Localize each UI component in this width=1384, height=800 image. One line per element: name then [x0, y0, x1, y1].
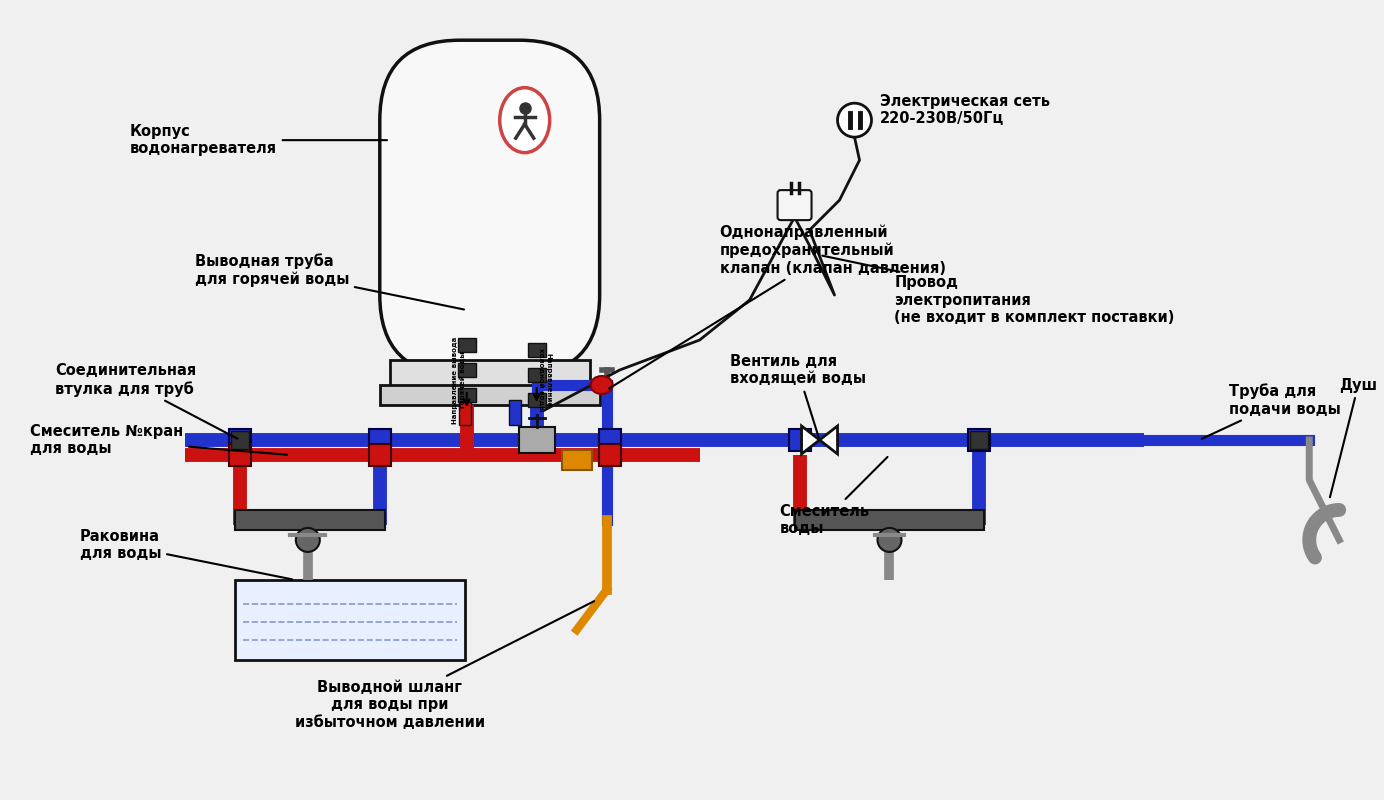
Bar: [458, 388, 476, 402]
Bar: [368, 429, 390, 451]
Text: Смеситель №кран
для воды: Смеситель №кран для воды: [30, 424, 286, 456]
Bar: [527, 343, 545, 357]
Bar: [458, 338, 476, 352]
Bar: [458, 400, 471, 425]
Bar: [562, 450, 592, 470]
Bar: [235, 580, 465, 660]
Text: Труба для
подачи воды: Труба для подачи воды: [1201, 383, 1341, 439]
Bar: [231, 431, 249, 449]
Bar: [368, 444, 390, 466]
Ellipse shape: [500, 88, 549, 153]
Polygon shape: [819, 426, 837, 454]
Bar: [794, 510, 984, 530]
Text: Душ: Душ: [1330, 378, 1377, 498]
Text: Соединительная
втулка для труб: Соединительная втулка для труб: [55, 363, 238, 438]
Text: Однонаправленный
предохранительный
клапан (клапан давления): Однонаправленный предохранительный клапа…: [609, 225, 945, 389]
Text: Выводная труба
для горячей воды: Выводная труба для горячей воды: [195, 254, 464, 310]
Text: Вентиль для
входящей воды: Вентиль для входящей воды: [729, 354, 865, 438]
FancyBboxPatch shape: [778, 190, 811, 220]
FancyBboxPatch shape: [379, 40, 599, 375]
Bar: [527, 393, 545, 407]
Text: Корпус
водонагревателя: Корпус водонагревателя: [130, 124, 388, 156]
Text: Провод
электропитания
(не входит в комплект поставки): Провод электропитания (не входит в компл…: [822, 256, 1175, 325]
Text: Выводной шланг
для воды при
избыточном давлении: Выводной шланг для воды при избыточном д…: [295, 601, 594, 730]
Circle shape: [837, 103, 872, 137]
Bar: [228, 429, 251, 451]
Bar: [519, 427, 555, 453]
Bar: [527, 368, 545, 382]
Circle shape: [877, 528, 901, 552]
Bar: [789, 429, 811, 451]
Text: Смеситель
воды: Смеситель воды: [779, 457, 887, 536]
Bar: [458, 363, 476, 377]
Bar: [390, 360, 590, 390]
Bar: [970, 431, 988, 449]
Polygon shape: [801, 426, 819, 454]
Bar: [379, 385, 599, 405]
Circle shape: [296, 528, 320, 552]
Bar: [228, 444, 251, 466]
Bar: [599, 444, 620, 466]
Bar: [969, 429, 991, 451]
Bar: [235, 510, 385, 530]
Text: Направление
холодной воды: Направление холодной воды: [538, 348, 551, 412]
Bar: [509, 400, 520, 425]
Text: Направление вывода
горячей воды: Направление вывода горячей воды: [453, 336, 465, 424]
Bar: [599, 429, 620, 451]
Ellipse shape: [591, 376, 613, 394]
Text: Электрическая сеть
220-230В/50Гц: Электрическая сеть 220-230В/50Гц: [879, 94, 1049, 126]
Text: Раковина
для воды: Раковина для воды: [80, 529, 292, 579]
